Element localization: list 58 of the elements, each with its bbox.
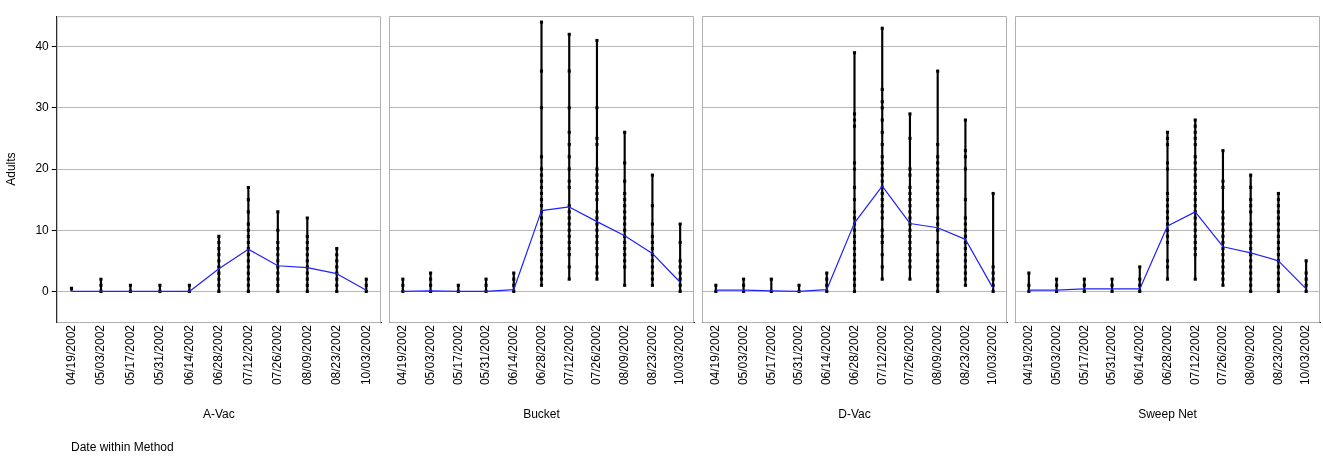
x-tick-label: 05/17/2002 <box>1076 324 1091 386</box>
x-tick-label: 07/12/2002 <box>1187 324 1202 386</box>
x-axis-title: D-Vac <box>838 407 871 422</box>
x-tick-label: 07/12/2002 <box>874 324 889 386</box>
x-tick-label: 06/28/2002 <box>533 324 548 386</box>
bar <box>1166 131 1169 280</box>
x-tick-label: 05/31/2002 <box>1104 324 1119 386</box>
y-tick-label: 0 <box>42 283 50 298</box>
x-tick-label: 05/03/2002 <box>1048 324 1063 386</box>
x-tick-label: 08/09/2002 <box>929 324 944 386</box>
y-tick-label: 20 <box>35 161 50 176</box>
x-tick-label: 06/28/2002 <box>211 324 226 386</box>
x-tick-label: 07/26/2002 <box>589 324 604 386</box>
x-tick-label: 08/09/2002 <box>616 324 631 386</box>
x-tick-label: 05/17/2002 <box>763 324 778 386</box>
bar <box>540 21 543 286</box>
x-tick-label: 10/03/2002 <box>1298 324 1313 386</box>
y-tick-label: 10 <box>35 222 50 237</box>
x-tick-label: 10/03/2002 <box>985 324 1000 386</box>
x-axis-title: Sweep Net <box>1138 407 1198 422</box>
x-tick-label: 08/09/2002 <box>1242 324 1257 386</box>
x-axis-title: Bucket <box>523 407 561 422</box>
x-tick-label: 08/23/2002 <box>957 324 972 386</box>
x-tick-label: 10/03/2002 <box>358 324 373 386</box>
x-tick-label: 05/17/2002 <box>450 324 465 386</box>
y-tick-label: 40 <box>35 39 50 54</box>
x-tick-label: 04/19/2002 <box>708 324 723 386</box>
x-tick-label: 05/31/2002 <box>791 324 806 386</box>
x-tick-label: 07/12/2002 <box>240 324 255 386</box>
x-tick-label: 05/03/2002 <box>422 324 437 386</box>
x-tick-label: 06/14/2002 <box>1132 324 1147 386</box>
x-tick-label: 04/19/2002 <box>1021 324 1036 386</box>
x-tick-label: 06/14/2002 <box>819 324 834 386</box>
x-tick-label: 05/31/2002 <box>152 324 167 386</box>
x-tick-label: 08/23/2002 <box>644 324 659 386</box>
x-tick-label: 06/28/2002 <box>1159 324 1174 386</box>
x-tick-label: 06/28/2002 <box>846 324 861 386</box>
x-tick-label: 07/26/2002 <box>902 324 917 386</box>
x-tick-label: 07/26/2002 <box>1215 324 1230 386</box>
x-tick-label: 05/03/2002 <box>93 324 108 386</box>
x-tick-label: 04/19/2002 <box>395 324 410 386</box>
x-tick-label: 05/03/2002 <box>735 324 750 386</box>
y-axis-title: Adults <box>3 152 18 186</box>
y-tick-label: 30 <box>35 100 50 115</box>
x-tick-label: 10/03/2002 <box>672 324 687 386</box>
x-tick-label: 07/12/2002 <box>561 324 576 386</box>
x-tick-label: 04/19/2002 <box>63 324 78 386</box>
x-axis-title: A-Vac <box>202 407 235 422</box>
x-tick-label: 05/17/2002 <box>122 324 137 386</box>
text: Date within Method <box>71 440 174 454</box>
bar <box>853 52 856 292</box>
x-tick-label: 07/26/2002 <box>270 324 285 386</box>
x-tick-label: 08/23/2002 <box>1270 324 1285 386</box>
x-tick-label: 08/23/2002 <box>329 324 344 386</box>
x-tick-label: 06/14/2002 <box>181 324 196 386</box>
x-tick-label: 06/14/2002 <box>506 324 521 386</box>
x-tick-label: 05/31/2002 <box>478 324 493 386</box>
x-tick-label: 08/09/2002 <box>299 324 314 386</box>
